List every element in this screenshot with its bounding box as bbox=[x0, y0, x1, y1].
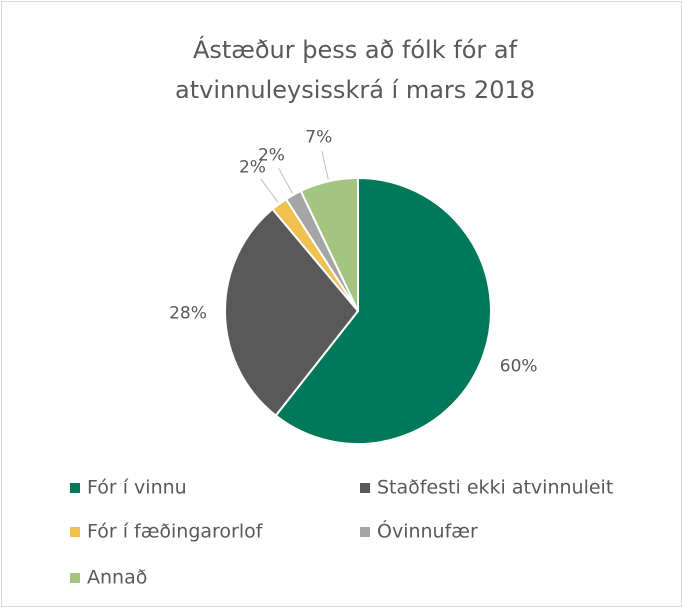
data-label: 2% bbox=[239, 158, 266, 178]
pie-slice bbox=[299, 176, 359, 312]
legend-marker bbox=[70, 573, 80, 583]
leader-line bbox=[277, 167, 293, 194]
legend-marker bbox=[360, 483, 370, 493]
legend-label: Óvinnufær bbox=[377, 519, 478, 543]
legend-label: Annað bbox=[87, 567, 147, 589]
legend-label: Fór í vinnu bbox=[87, 477, 187, 499]
data-label: 60% bbox=[500, 357, 538, 377]
leader-line bbox=[321, 150, 329, 180]
data-label: 7% bbox=[305, 127, 332, 147]
legend-label: Fór í fæðingarorlof bbox=[87, 521, 264, 543]
chart-title: Ástæður þess að fólk fór af atvinnuleysi… bbox=[175, 36, 535, 104]
legend-marker bbox=[70, 483, 80, 493]
pie-slice bbox=[274, 176, 492, 445]
legend-label: Staðfesti ekki atvinnuleit bbox=[377, 477, 613, 499]
data-label: 2% bbox=[258, 145, 285, 165]
pie-slice bbox=[224, 207, 360, 417]
legend-marker bbox=[70, 527, 80, 537]
leader-line bbox=[260, 178, 279, 203]
legend-marker bbox=[360, 527, 370, 537]
data-label: 28% bbox=[169, 304, 207, 324]
